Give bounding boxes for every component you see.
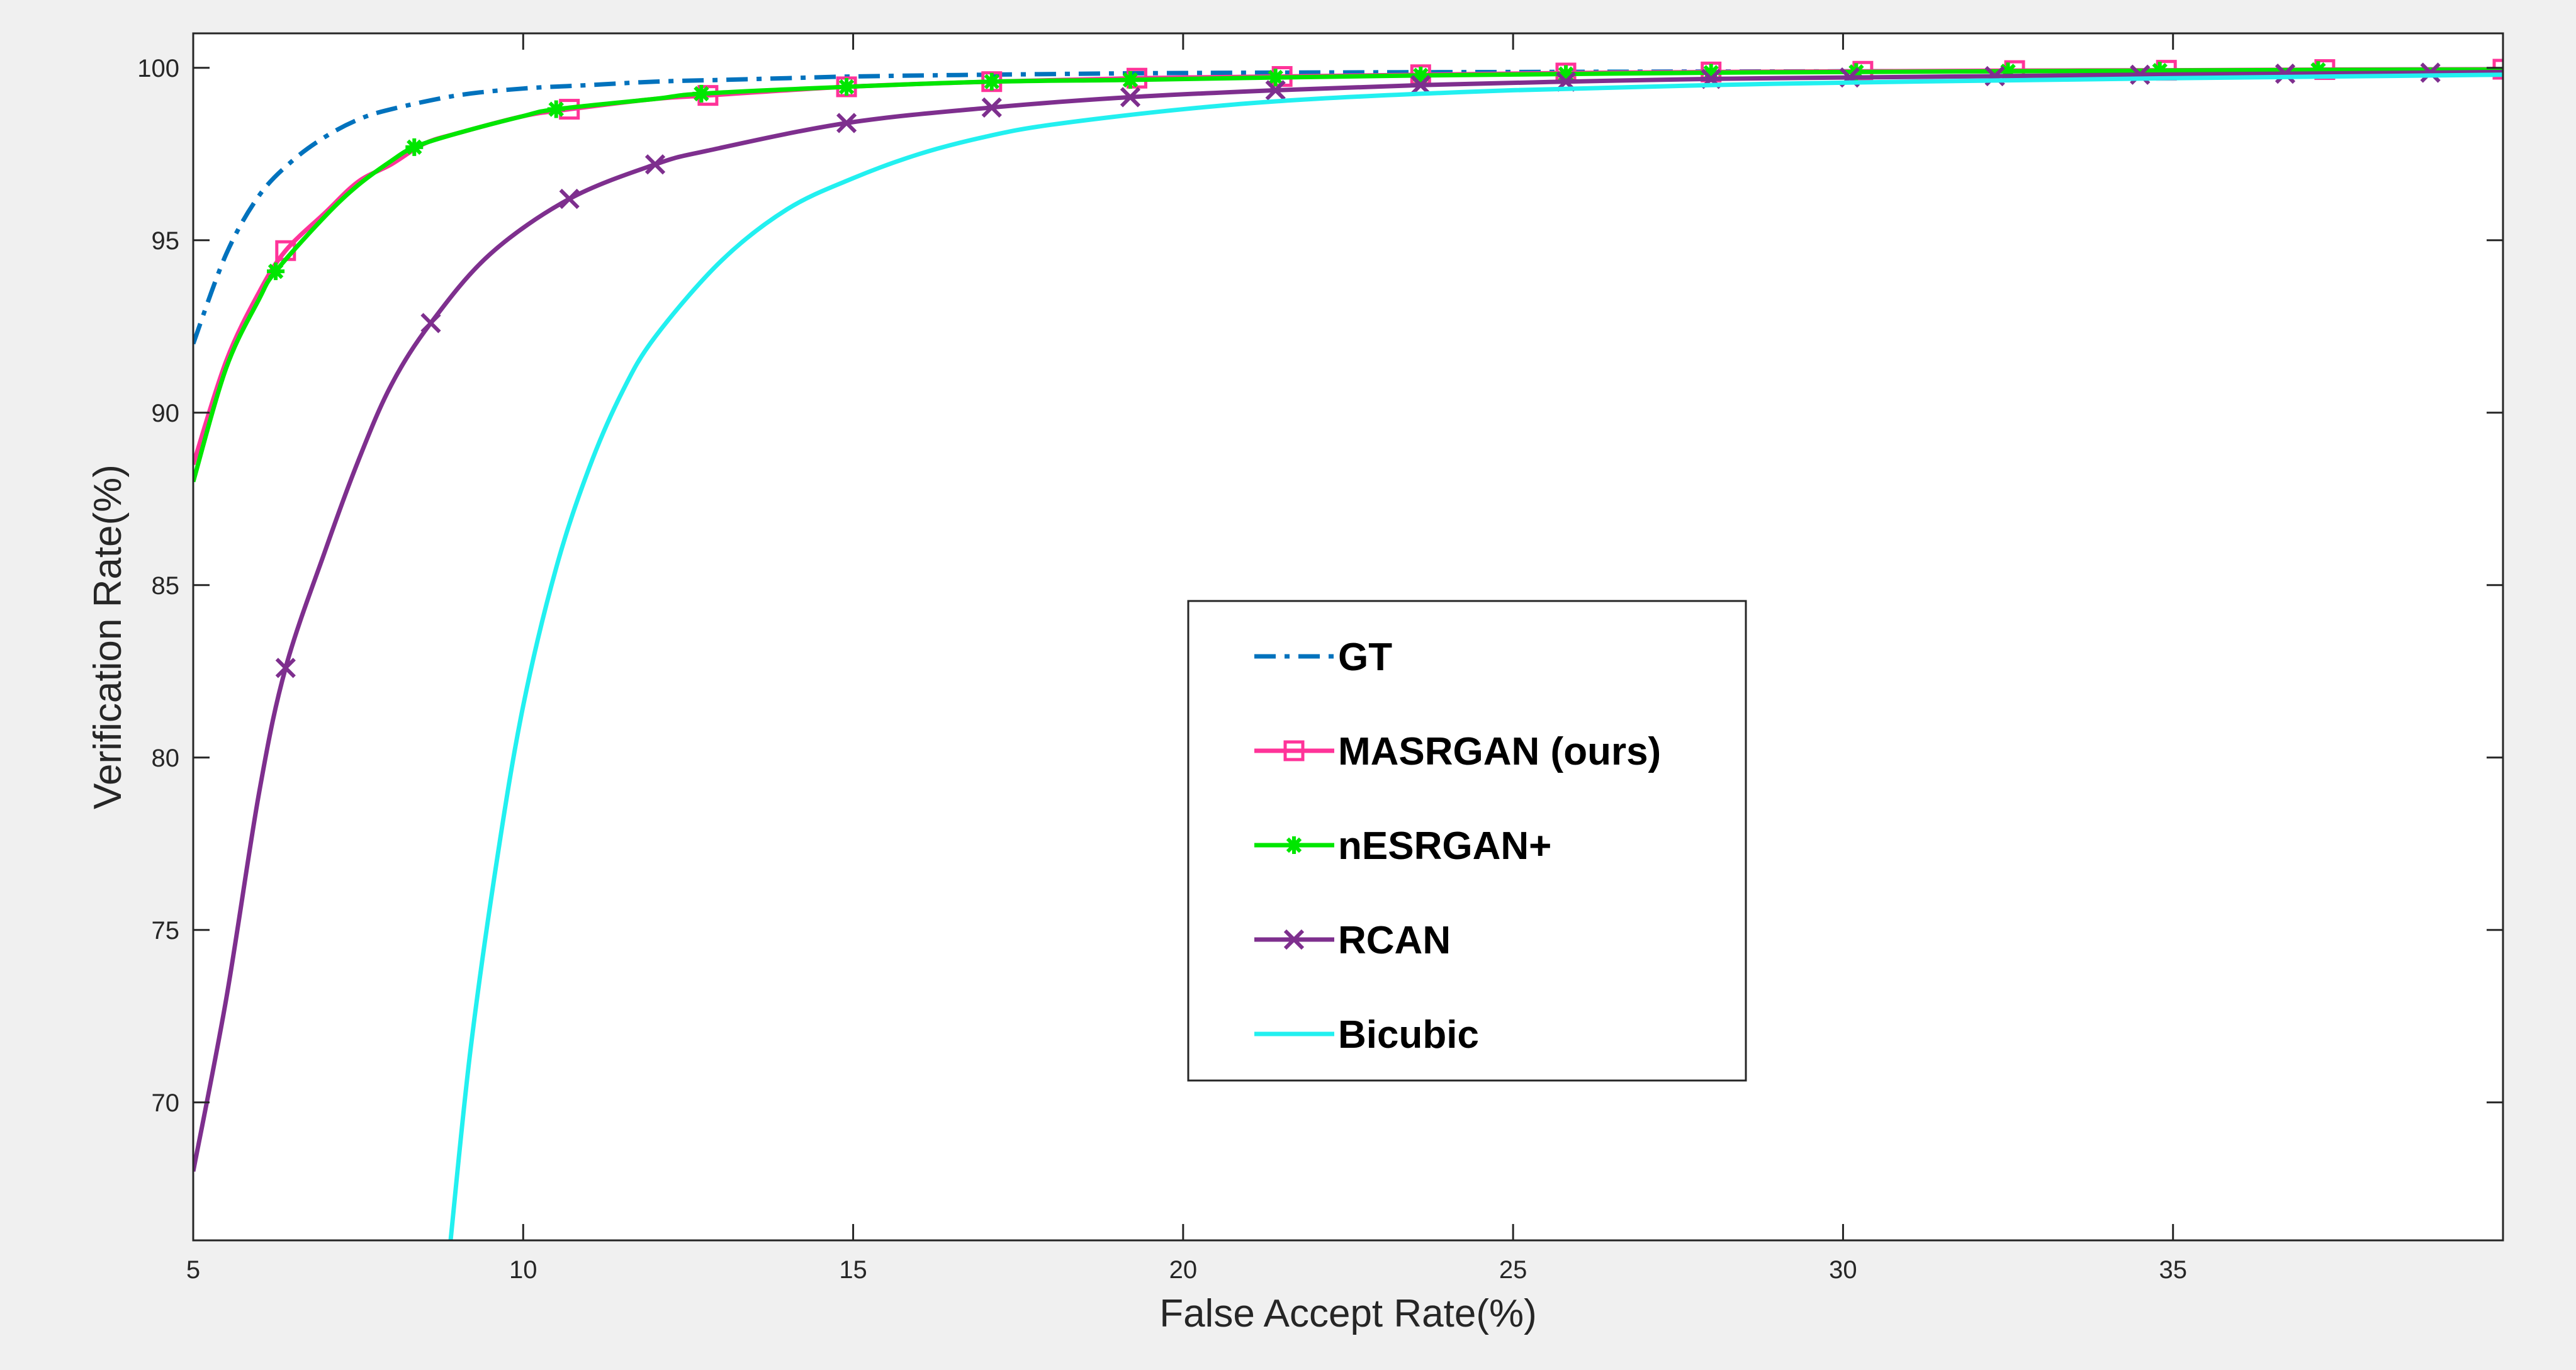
- data-point-marker: [2151, 62, 2169, 80]
- series-bicubic: [448, 72, 2503, 1240]
- y-tick-label: 90: [152, 400, 180, 427]
- legend-box: [1187, 600, 1747, 1082]
- data-point-marker: [981, 97, 1002, 118]
- x-tick-label: 10: [509, 1256, 537, 1284]
- data-point-marker: [692, 84, 711, 103]
- data-point-marker: [420, 313, 441, 334]
- series-layer: [193, 59, 2503, 1240]
- data-point-marker: [559, 188, 580, 210]
- data-point-marker: [1121, 70, 1139, 89]
- data-point-marker: [547, 100, 565, 118]
- legend-marker: [1283, 929, 1305, 950]
- data-point-marker: [1266, 69, 1285, 87]
- y-tick-label: 100: [137, 55, 179, 82]
- data-point-marker: [275, 658, 296, 678]
- legend-label: GT: [1338, 636, 1392, 679]
- y-tick-label: 95: [152, 227, 180, 255]
- axes-frame: [192, 32, 2504, 1242]
- data-point-marker: [1120, 87, 1141, 108]
- legend-marker: [1283, 740, 1305, 761]
- y-tick-label: 75: [152, 917, 180, 945]
- x-tick-label: 25: [1499, 1256, 1527, 1284]
- series-line: [448, 72, 2503, 1240]
- data-point-marker: [267, 262, 285, 281]
- legend-entry: Bicubic: [1254, 1013, 1479, 1057]
- data-point-marker: [1702, 64, 1720, 82]
- legend-entry: nESRGAN+: [1254, 824, 1551, 868]
- x-tick-label: 30: [1829, 1256, 1857, 1284]
- legend-entry: GT: [1254, 636, 1392, 679]
- data-point-marker: [1410, 75, 1431, 96]
- data-point-marker: [838, 77, 856, 96]
- legend-label: RCAN: [1338, 919, 1451, 962]
- tick-layer: 5 10 15 20 25 30 35 70 75 80 85 90 95 100: [137, 33, 2503, 1284]
- data-point-marker: [1265, 80, 1286, 101]
- x-tick-label: 20: [1169, 1256, 1198, 1284]
- data-point-marker: [2275, 63, 2296, 84]
- x-tick-label: 35: [2159, 1256, 2187, 1284]
- y-tick-label: 80: [152, 744, 180, 772]
- data-point-marker: [2420, 62, 2441, 83]
- x-tick-label: 5: [186, 1256, 200, 1284]
- y-tick-label: 70: [152, 1089, 180, 1117]
- y-axis-label: Verification Rate(%): [86, 464, 130, 809]
- legend-marker: [1285, 836, 1303, 854]
- data-point-marker: [982, 72, 1001, 91]
- legend-label: Bicubic: [1338, 1013, 1479, 1057]
- data-point-marker: [1999, 62, 2017, 81]
- data-point-marker: [405, 138, 424, 156]
- legend-entry: MASRGAN (ours): [1254, 730, 1661, 773]
- data-point-marker: [2309, 61, 2327, 79]
- data-point-marker: [644, 154, 666, 175]
- series-nesrgan: [193, 61, 2503, 483]
- data-point-marker: [1557, 65, 1575, 83]
- legend-label: MASRGAN (ours): [1338, 730, 1661, 773]
- x-tick-label: 15: [839, 1256, 867, 1284]
- legend-label: nESRGAN+: [1338, 824, 1551, 868]
- y-tick-label: 85: [152, 572, 180, 600]
- legend: GT MASRGAN (ours) nESRGAN+ RCAN Bicubic: [1187, 600, 1747, 1082]
- data-point-marker: [836, 113, 857, 133]
- data-point-marker: [1412, 66, 1430, 84]
- x-axis-label: False Accept Rate(%): [1159, 1292, 1537, 1335]
- legend-entry: RCAN: [1254, 919, 1451, 962]
